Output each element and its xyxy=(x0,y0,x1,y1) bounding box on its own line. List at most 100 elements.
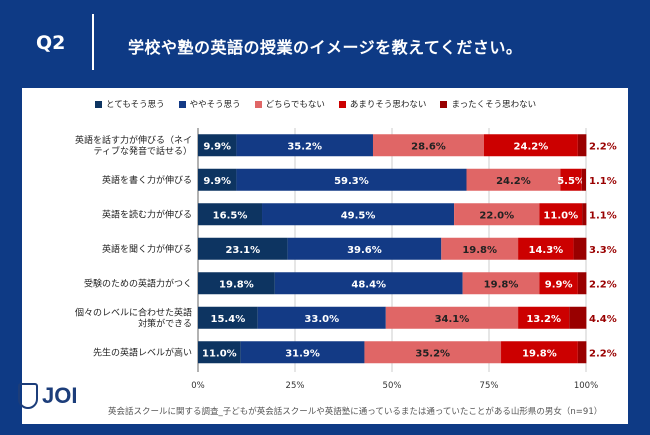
legend-swatch xyxy=(178,100,186,108)
bar-segment xyxy=(364,341,502,364)
data-label: 31.9% xyxy=(285,348,320,359)
legend-item: ややそう思う xyxy=(178,98,241,110)
bar-segment xyxy=(274,272,463,295)
legend-swatch xyxy=(440,100,448,108)
bar-segment xyxy=(198,237,288,260)
data-label: 2.2% xyxy=(589,279,617,290)
data-label: 49.5% xyxy=(341,210,376,221)
bar-segment xyxy=(483,134,578,157)
footnote: 英会話スクールに関する調査_子どもが英会話スクールや英語塾に通っているまたは通っ… xyxy=(108,407,603,417)
data-label: 35.2% xyxy=(287,141,322,152)
data-label: 59.3% xyxy=(334,176,369,187)
bar-segment xyxy=(198,341,241,364)
bar-segment xyxy=(385,306,519,329)
bar-segment xyxy=(569,306,587,329)
data-label: 4.4% xyxy=(589,314,617,325)
data-label: 2.2% xyxy=(589,141,617,152)
bar-segment xyxy=(577,134,587,157)
legend-swatch xyxy=(254,100,262,108)
legend-swatch xyxy=(338,100,346,108)
x-tick-label: 75% xyxy=(480,381,499,391)
data-label: 13.2% xyxy=(526,314,561,325)
bar-segment xyxy=(581,168,586,191)
bar-segment xyxy=(198,203,263,226)
data-label: 23.1% xyxy=(225,245,260,256)
x-tick-label: 50% xyxy=(383,381,402,391)
data-label: 22.0% xyxy=(479,210,514,221)
bar-segment xyxy=(539,272,578,295)
data-label: 39.6% xyxy=(347,245,382,256)
legend-label: まったくそう思わない xyxy=(451,100,537,110)
bar-segment xyxy=(501,341,578,364)
category-label: 英語を聞く力が伸びる xyxy=(102,243,192,255)
logo-text: JOI xyxy=(42,383,78,408)
bar-segment xyxy=(262,203,455,226)
bar-segment xyxy=(198,134,237,157)
data-label: 28.6% xyxy=(411,141,446,152)
category-label: 対策ができる xyxy=(138,317,192,329)
data-label: 16.5% xyxy=(213,210,248,221)
data-label: 9.9% xyxy=(545,279,573,290)
data-label: 1.1% xyxy=(589,210,617,221)
bar-segment xyxy=(560,168,582,191)
legend-label: どちらでもない xyxy=(265,100,325,110)
data-label: 1.1% xyxy=(589,176,617,187)
header-divider xyxy=(92,14,94,70)
data-label: 19.8% xyxy=(462,245,497,256)
category-label: 先生の英語レベルが高い xyxy=(93,346,192,358)
legend: とてもそう思う ややそう思う どちらでもない あまりそう思わない まったくそう思わない xyxy=(95,98,536,110)
data-label: 33.0% xyxy=(304,314,339,325)
data-label: 24.2% xyxy=(514,141,549,152)
category-label: 個々のレベルに合わせた英語 xyxy=(75,306,192,318)
data-label: 5.5% xyxy=(557,176,585,187)
legend-item: あまりそう思わない xyxy=(338,98,427,110)
legend-item: まったくそう思わない xyxy=(440,98,536,110)
bar-segment xyxy=(441,237,519,260)
data-label: 11.0% xyxy=(543,210,578,221)
category-label: 受験のための英語力がつく xyxy=(84,277,192,289)
bar-segment xyxy=(240,341,365,364)
bar-segment xyxy=(198,272,275,295)
data-label: 48.4% xyxy=(351,279,386,290)
bar-segment xyxy=(539,203,583,226)
data-label: 19.8% xyxy=(484,279,519,290)
bar-segment xyxy=(257,306,386,329)
bar-segment xyxy=(287,237,442,260)
bar-segment xyxy=(518,306,570,329)
category-label: 英語を読む力が伸びる xyxy=(102,208,192,220)
bar-segment xyxy=(582,203,587,226)
bar-segment xyxy=(198,306,258,329)
legend-label: とてもそう思う xyxy=(106,100,165,110)
data-label: 34.1% xyxy=(435,314,470,325)
data-label: 19.8% xyxy=(522,348,557,359)
page-title: 学校や塾の英語の授業のイメージを教えてください。 xyxy=(128,38,523,57)
legend-item: とてもそう思う xyxy=(95,98,165,110)
legend-label: ややそう思う xyxy=(189,100,241,110)
data-label: 3.3% xyxy=(589,245,617,256)
x-tick-label: 25% xyxy=(286,381,305,391)
logo: JOI xyxy=(18,383,77,409)
x-tick-label: 100% xyxy=(574,381,598,391)
bar-segment xyxy=(372,134,484,157)
data-label: 15.4% xyxy=(211,314,246,325)
shield-icon xyxy=(18,383,38,409)
data-label: 2.2% xyxy=(589,348,617,359)
data-label: 9.9% xyxy=(203,176,231,187)
bar-segment xyxy=(577,272,587,295)
bar-segment xyxy=(236,168,467,191)
question-number: Q2 xyxy=(36,32,66,54)
bar-segment xyxy=(198,168,237,191)
category-label: 英語を話す力が伸びる（ネイ xyxy=(75,134,192,146)
bar-segment xyxy=(518,237,574,260)
bar-segment xyxy=(236,134,373,157)
x-tick-label: 0% xyxy=(191,381,205,391)
bar-segment xyxy=(466,168,561,191)
legend-label: あまりそう思わない xyxy=(349,100,427,110)
data-label: 19.8% xyxy=(219,279,254,290)
category-label: 英語を書く力が伸びる xyxy=(102,174,192,186)
data-label: 35.2% xyxy=(415,348,450,359)
bar-segment xyxy=(577,341,587,364)
bar-segment xyxy=(462,272,540,295)
legend-swatch xyxy=(95,100,102,108)
